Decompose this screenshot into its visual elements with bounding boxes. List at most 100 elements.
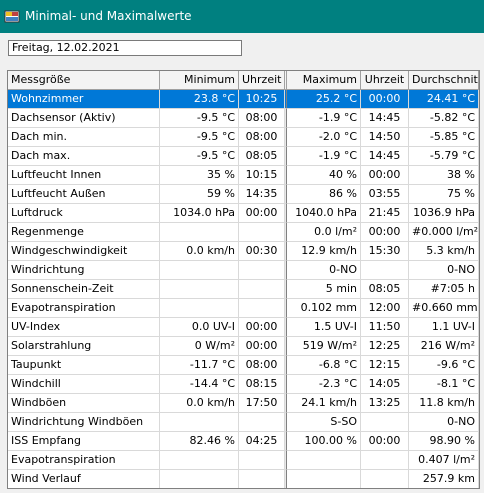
values-table[interactable]: Messgröße Minimum Uhrzeit Maximum Uhrzeit Dur… <box>7 70 480 489</box>
table-row[interactable]: Solarstrahlung 0 W/m² 00:00 519 W/m² 12:25 21… <box>8 337 479 356</box>
table-row[interactable]: UV-Index 0.0 UV-I 00:00 1.5 UV-I 11:50 1.1 UV… <box>8 318 479 337</box>
cell-uhrzeit-min: 10:25 <box>239 90 285 109</box>
cell-durchschnitt: -5.79 °C <box>409 147 479 166</box>
table-row[interactable]: Windgeschwindigkeit 0.0 km/h 00:30 12.9 km/… <box>8 242 479 261</box>
cell-maximum: -1.9 °C <box>287 147 361 166</box>
header-messgroesse[interactable]: Messgröße <box>8 71 160 90</box>
cell-durchschnitt: -8.1 °C <box>409 375 479 394</box>
date-field[interactable]: Freitag, 12.02.2021 <box>8 40 242 56</box>
cell-maximum: 0-NO <box>287 261 361 280</box>
table-row[interactable]: Wohnzimmer 23.8 °C 10:25 25.2 °C 00:00 24.41 … <box>8 90 479 109</box>
column-separator <box>285 299 287 318</box>
cell-uhrzeit-min: 08:15 <box>239 375 285 394</box>
header-minimum[interactable]: Minimum <box>160 71 239 90</box>
column-separator <box>285 375 287 394</box>
table-row[interactable]: Windrichtung 0-NO 0-NO <box>8 261 479 280</box>
table-row[interactable]: Dach max. -9.5 °C 08:05 -1.9 °C 14:45 -5.79 °… <box>8 147 479 166</box>
cell-uhrzeit-min: 08:00 <box>239 356 285 375</box>
cell-messgroesse: Luftdruck <box>8 204 160 223</box>
table-row[interactable]: Sonnenschein-Zeit 5 min 08:05 #7:05 h <box>8 280 479 299</box>
header-uhrzeit-max[interactable]: Uhrzeit <box>361 71 409 90</box>
cell-durchschnitt: 5.3 km/h <box>409 242 479 261</box>
cell-uhrzeit-min: 08:05 <box>239 147 285 166</box>
cell-messgroesse: Windrichtung Windböen <box>8 413 160 432</box>
cell-minimum <box>160 280 239 299</box>
cell-maximum: 5 min <box>287 280 361 299</box>
cell-minimum <box>160 470 239 488</box>
table-row[interactable]: Dachsensor (Aktiv) -9.5 °C 08:00 -1.9 °C 14:… <box>8 109 479 128</box>
column-separator <box>285 166 287 185</box>
table-row[interactable]: Taupunkt -11.7 °C 08:00 -6.8 °C 12:15 -9.6 °C <box>8 356 479 375</box>
cell-durchschnitt: 257.9 km <box>409 470 479 488</box>
cell-uhrzeit-max: 14:45 <box>361 147 409 166</box>
cell-uhrzeit-max <box>361 261 409 280</box>
header-durchschnitt[interactable]: Durchschnitt <box>409 71 479 90</box>
column-separator <box>285 470 287 488</box>
cell-maximum: 1040.0 hPa <box>287 204 361 223</box>
cell-durchschnitt: -5.85 °C <box>409 128 479 147</box>
cell-durchschnitt: -9.6 °C <box>409 356 479 375</box>
table-row[interactable]: Luftdruck 1034.0 hPa 00:00 1040.0 hPa 21:45 1… <box>8 204 479 223</box>
title-bar[interactable]: Minimal- und Maximalwerte <box>0 0 484 33</box>
table-row[interactable]: Luftfeucht Außen 59 % 14:35 86 % 03:55 75 % <box>8 185 479 204</box>
cell-minimum: -9.5 °C <box>160 128 239 147</box>
table-row[interactable]: Windrichtung Windböen S-SO 0-NO <box>8 413 479 432</box>
cell-uhrzeit-max: 11:50 <box>361 318 409 337</box>
cell-durchschnitt: 75 % <box>409 185 479 204</box>
column-separator <box>285 356 287 375</box>
cell-minimum: -14.4 °C <box>160 375 239 394</box>
column-separator <box>285 90 287 109</box>
cell-uhrzeit-max: 14:05 <box>361 375 409 394</box>
cell-uhrzeit-min <box>239 261 285 280</box>
table-row[interactable]: ISS Empfang 82.46 % 04:25 100.00 % 00:00 98.9… <box>8 432 479 451</box>
cell-uhrzeit-max: 12:25 <box>361 337 409 356</box>
table-header-row: Messgröße Minimum Uhrzeit Maximum Uhrzeit Dur… <box>8 71 479 90</box>
header-uhrzeit-min[interactable]: Uhrzeit <box>239 71 285 90</box>
cell-durchschnitt: 11.8 km/h <box>409 394 479 413</box>
weather-app-icon <box>4 9 20 23</box>
cell-uhrzeit-min: 00:00 <box>239 337 285 356</box>
cell-uhrzeit-min: 08:00 <box>239 109 285 128</box>
cell-maximum: 24.1 km/h <box>287 394 361 413</box>
header-maximum[interactable]: Maximum <box>287 71 361 90</box>
cell-messgroesse: Regenmenge <box>8 223 160 242</box>
cell-messgroesse: Dach max. <box>8 147 160 166</box>
cell-durchschnitt: 98.90 % <box>409 432 479 451</box>
cell-maximum <box>287 451 361 470</box>
table-row[interactable]: Evapotranspiration 0.407 l/m² <box>8 451 479 470</box>
cell-maximum: 25.2 °C <box>287 90 361 109</box>
cell-messgroesse: Dachsensor (Aktiv) <box>8 109 160 128</box>
cell-maximum: -2.0 °C <box>287 128 361 147</box>
cell-uhrzeit-min <box>239 223 285 242</box>
table-row[interactable]: Windböen 0.0 km/h 17:50 24.1 km/h 13:25 11.8 … <box>8 394 479 413</box>
table-row[interactable]: Evapotranspiration 0.102 mm 12:00 #0.660 mm <box>8 299 479 318</box>
cell-maximum: 519 W/m² <box>287 337 361 356</box>
cell-maximum: 0.102 mm <box>287 299 361 318</box>
cell-uhrzeit-min <box>239 280 285 299</box>
cell-uhrzeit-max: 00:00 <box>361 166 409 185</box>
cell-uhrzeit-max: 03:55 <box>361 185 409 204</box>
cell-maximum: 86 % <box>287 185 361 204</box>
cell-durchschnitt: #7:05 h <box>409 280 479 299</box>
cell-uhrzeit-max <box>361 470 409 488</box>
window-title: Minimal- und Maximalwerte <box>25 9 192 23</box>
cell-uhrzeit-min: 10:15 <box>239 166 285 185</box>
cell-uhrzeit-max: 00:00 <box>361 223 409 242</box>
cell-durchschnitt: 1036.9 hPa <box>409 204 479 223</box>
table-row[interactable]: Windchill -14.4 °C 08:15 -2.3 °C 14:05 -8.1 °… <box>8 375 479 394</box>
cell-minimum <box>160 451 239 470</box>
cell-maximum: -2.3 °C <box>287 375 361 394</box>
table-row[interactable]: Luftfeucht Innen 35 % 10:15 40 % 00:00 38 % <box>8 166 479 185</box>
cell-messgroesse: Taupunkt <box>8 356 160 375</box>
cell-uhrzeit-max: 14:45 <box>361 109 409 128</box>
cell-messgroesse: Wind Verlauf <box>8 470 160 488</box>
cell-uhrzeit-min <box>239 470 285 488</box>
cell-uhrzeit-min <box>239 299 285 318</box>
table-row[interactable]: Regenmenge 0.0 l/m² 00:00 #0.000 l/m² <box>8 223 479 242</box>
cell-maximum: 1.5 UV-I <box>287 318 361 337</box>
column-separator <box>285 413 287 432</box>
cell-messgroesse: Windrichtung <box>8 261 160 280</box>
table-row[interactable]: Wind Verlauf 257.9 km <box>8 470 479 488</box>
column-separator <box>285 223 287 242</box>
table-row[interactable]: Dach min. -9.5 °C 08:00 -2.0 °C 14:50 -5.85 °… <box>8 128 479 147</box>
